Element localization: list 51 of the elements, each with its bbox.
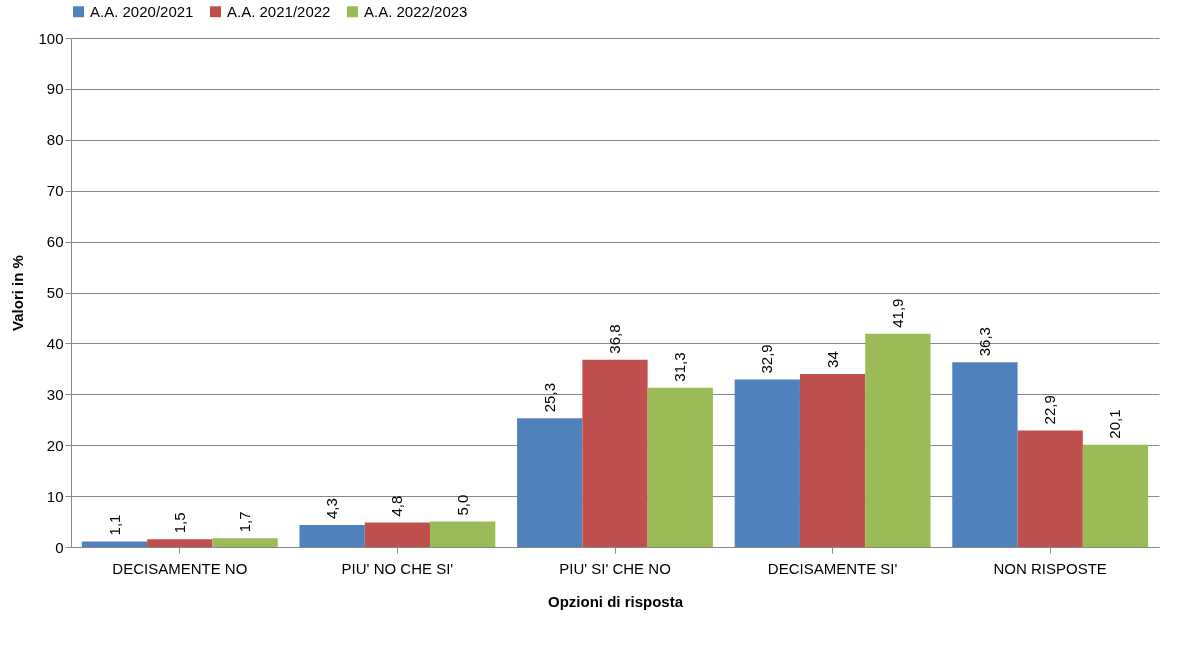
bar: [364, 522, 431, 547]
data-label: 34: [823, 351, 841, 368]
bar: [212, 538, 278, 547]
data-label: 36,8: [606, 324, 623, 354]
bar: [1082, 444, 1149, 547]
y-tick-label: 0: [55, 538, 64, 556]
data-label: 4,3: [323, 498, 341, 520]
x-axis-title: Opzioni di risposta: [547, 592, 684, 610]
data-label: 1,7: [236, 511, 254, 533]
data-label: 25,3: [540, 383, 558, 413]
bar: [799, 373, 866, 547]
data-label: 31,3: [671, 352, 689, 382]
bar: [582, 359, 648, 547]
y-tick-label: 70: [46, 182, 64, 200]
y-tick-label: 60: [46, 233, 64, 251]
data-label: 5,0: [453, 494, 471, 516]
data-label: 22,9: [1041, 395, 1059, 425]
bar: [81, 541, 148, 547]
y-tick-label: 10: [46, 487, 64, 505]
bar: [517, 418, 583, 547]
bar: [299, 525, 365, 547]
bar: [1017, 430, 1083, 547]
data-label: 36,3: [975, 327, 993, 357]
y-tick-label: 90: [46, 80, 64, 98]
bar: [734, 379, 800, 547]
data-label: 1,5: [170, 512, 188, 534]
legend-label: A.A. 2020/2021: [90, 2, 194, 20]
bar: [865, 333, 931, 547]
x-tick-label: DECISAMENTE SI': [767, 559, 898, 577]
legend-label: A.A. 2022/2023: [364, 2, 468, 20]
y-tick-label: 20: [46, 436, 64, 454]
x-tick-label: PIU' NO CHE SI': [341, 559, 454, 577]
data-label: 4,8: [388, 495, 406, 517]
bar: [147, 539, 213, 547]
bar: [430, 521, 496, 547]
data-label: 20,1: [1106, 409, 1124, 439]
data-label: 41,9: [888, 298, 906, 328]
bar: [952, 362, 1018, 547]
x-tick-label: PIU' SI' CHE NO: [559, 559, 671, 577]
y-tick-label: 30: [46, 385, 64, 403]
y-tick-label: 80: [46, 131, 64, 149]
x-tick-label: DECISAMENTE NO: [112, 559, 248, 577]
bar: [647, 387, 713, 547]
x-tick-label: NON RISPOSTE: [993, 559, 1107, 577]
data-label: 1,1: [105, 514, 123, 536]
data-label: 32,9: [758, 344, 776, 374]
y-tick-label: 100: [38, 29, 64, 47]
legend-label: A.A. 2021/2022: [227, 2, 331, 20]
y-axis-title: Valori in %: [9, 255, 27, 331]
y-tick-label: 50: [46, 284, 64, 301]
y-tick-label: 40: [46, 334, 64, 352]
